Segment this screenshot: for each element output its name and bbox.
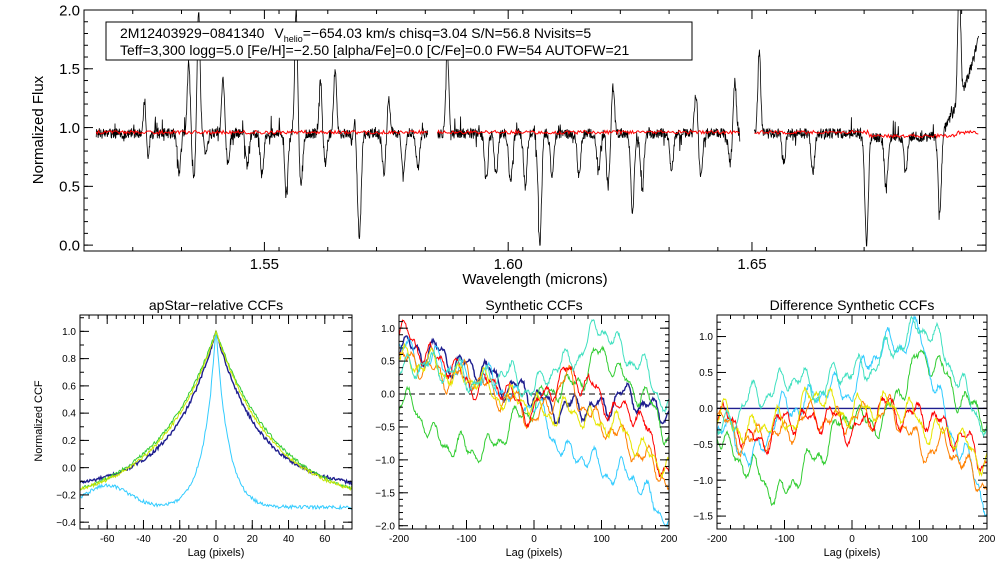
spectrum-synthetic-blue xyxy=(95,129,428,136)
ccf3-panel: Difference Synthetic CCFs -200 -100 0 100 20… xyxy=(693,297,996,559)
spectrum-ytick-label: 1.5 xyxy=(59,61,80,78)
spectrum-panel: 1.55 1.60 1.65 0.0 0.5 1.0 1.5 2.0 Wavelength (… xyxy=(30,2,987,288)
spectrum-ylabel: Normalized Flux xyxy=(30,75,47,184)
ccf3-xlabel: Lag (pixels) xyxy=(824,547,881,559)
ccf1-ytick-label: 0.6 xyxy=(62,381,76,392)
ccf1-ytick-label: 0.0 xyxy=(62,463,76,474)
ccf2-xtick-label: 100 xyxy=(593,534,610,545)
ccf3-series-d4 xyxy=(717,396,987,474)
spectrum-info-box: 2M12403929−0841340 Vhelio=−654.03 km/s ch… xyxy=(105,21,693,61)
ccf2-ytick-label: 0.0 xyxy=(381,390,395,401)
ccf1-title: apStar−relative CCFs xyxy=(149,297,283,313)
ccf2-series-s5 xyxy=(399,319,669,479)
ccf1-axes: -60 -40 -20 0 20 40 60 −0.4 −0.2 0.0 0.2 0.4 0.6 0.8 1… xyxy=(56,315,353,545)
ccf1-ytick-label: 0.2 xyxy=(62,436,76,447)
spectrum-observed-blue xyxy=(95,10,429,239)
ccf3-ytick-label: −1.0 xyxy=(693,476,713,487)
ccf3-series-d5 xyxy=(717,386,987,478)
ccf2-panel: Synthetic CCFs -200 -100 0 100 200 −2.0 −1.5 −1… xyxy=(375,297,678,559)
ccf1-xtick-label: 20 xyxy=(247,534,259,545)
ccf2-ytick-label: −1.5 xyxy=(375,488,395,499)
ccf2-xtick-label: 200 xyxy=(661,534,678,545)
vhelio-symbol: V xyxy=(274,25,284,41)
ccf1-series-visit-4 xyxy=(80,329,352,491)
info-box-frame xyxy=(105,21,693,61)
ccf2-xtick-label: -200 xyxy=(389,534,409,545)
ccf3-title: Difference Synthetic CCFs xyxy=(770,297,935,313)
ccf3-series-d1 xyxy=(717,349,987,507)
spectrum-xlabel: Wavelength (microns) xyxy=(462,271,607,288)
ccf1-panel: apStar−relative CCFs -60 -40 -20 0 20 40 60 −0.… xyxy=(33,297,353,559)
ccf2-axes: -200 -100 0 100 200 −2.0 −1.5 −1.0 −0.5 0.0 0.5 1.0 xyxy=(375,315,678,545)
ccf3-xtick-label: 200 xyxy=(979,534,996,545)
ccf3-ytick-label: 1.0 xyxy=(699,332,713,343)
ccf1-ytick-label: −0.2 xyxy=(56,491,76,502)
ccf2-series-s7 xyxy=(399,319,669,414)
ccf3-ytick-label: 0.0 xyxy=(699,404,713,415)
ccf2-series-s3 xyxy=(399,335,669,528)
ccf3-xtick-label: 0 xyxy=(849,534,855,545)
ccf1-xtick-label: 40 xyxy=(283,534,295,545)
info-line-2: Teff=3,300 logg=5.0 [Fe/H]=−2.50 [alpha/… xyxy=(120,42,629,58)
spectrum-ytick-label: 1.0 xyxy=(59,120,80,137)
ccf1-ytick-label: 0.4 xyxy=(62,409,76,420)
ccf2-ytick-label: 0.5 xyxy=(381,357,395,368)
ccf3-xtick-label: -100 xyxy=(774,534,794,545)
info-line-1: 2M12403929−0841340 Vhelio=−654.03 km/s ch… xyxy=(120,25,591,44)
spectrum-frame xyxy=(83,9,987,252)
ccf3-ytick-label: 0.5 xyxy=(699,368,713,379)
ccf2-ytick-label: −1.0 xyxy=(375,455,395,466)
ccf1-ytick-label: 1.0 xyxy=(62,327,76,338)
ccf2-title: Synthetic CCFs xyxy=(485,297,582,313)
ccf3-xtick-label: -200 xyxy=(707,534,727,545)
ccf1-series-group xyxy=(80,329,352,511)
ccf1-xtick-label: -20 xyxy=(173,534,188,545)
ccf1-xtick-label: 60 xyxy=(319,534,331,545)
ccf3-series-d6 xyxy=(717,315,987,438)
ccf3-series-group xyxy=(717,315,987,517)
ccf2-series-s6 xyxy=(399,342,669,479)
ccf1-ytick-label: 0.8 xyxy=(62,354,76,365)
spectrum-xtick-label: 1.65 xyxy=(737,256,766,273)
ccf2-series-s2 xyxy=(399,345,669,464)
ccf3-axes: -200 -100 0 100 200 −1.5 −1.0 −0.5 0.0 0.5 1.0 xyxy=(693,315,996,545)
info-line-1-rest: =−654.03 km/s chisq=3.04 S/N=56.8 Nvisit… xyxy=(303,25,592,41)
spectrum-synthetic-red xyxy=(754,129,979,139)
ccf3-ytick-label: −1.5 xyxy=(693,512,713,523)
ccf1-xlabel: Lag (pixels) xyxy=(188,547,245,559)
ccf2-ytick-label: −2.0 xyxy=(375,521,395,532)
star-id: 2M12403929−0841340 xyxy=(120,25,265,41)
spectrum-xtick-label: 1.60 xyxy=(494,256,523,273)
ccf2-xtick-label: -100 xyxy=(456,534,476,545)
spectrum-ytick-label: 2.0 xyxy=(59,2,80,19)
spectrum-ytick-label: 0.5 xyxy=(59,179,80,196)
ccf2-xtick-label: 0 xyxy=(531,534,537,545)
ccf3-xtick-label: 100 xyxy=(911,534,928,545)
ccf1-ytick-label: −0.4 xyxy=(56,518,76,529)
ccf1-ylabel: Normalized CCF xyxy=(33,380,45,462)
spectrum-axes: 1.55 1.60 1.65 0.0 0.5 1.0 1.5 2.0 xyxy=(59,2,986,273)
spectrum-series-group xyxy=(95,10,980,247)
vhelio-subscript: helio xyxy=(284,34,303,44)
ccf1-xtick-label: 0 xyxy=(213,534,219,545)
ccf2-series-group xyxy=(399,319,669,528)
ccf3-series-d2 xyxy=(717,315,987,517)
ccf3-ytick-label: −0.5 xyxy=(693,440,713,451)
spectrum-synthetic-green xyxy=(437,129,740,136)
spectrum-xtick-label: 1.55 xyxy=(250,256,279,273)
ccf2-series-s1 xyxy=(399,335,669,425)
ccf2-series-s4 xyxy=(399,350,669,491)
ccf1-xtick-label: -40 xyxy=(136,534,151,545)
spectrum-ytick-label: 0.0 xyxy=(59,238,80,255)
ccf2-xlabel: Lag (pixels) xyxy=(506,547,563,559)
ccf1-xtick-label: -60 xyxy=(100,534,115,545)
ccf2-ytick-label: −0.5 xyxy=(375,423,395,434)
ccf2-ytick-label: 1.0 xyxy=(381,324,395,335)
